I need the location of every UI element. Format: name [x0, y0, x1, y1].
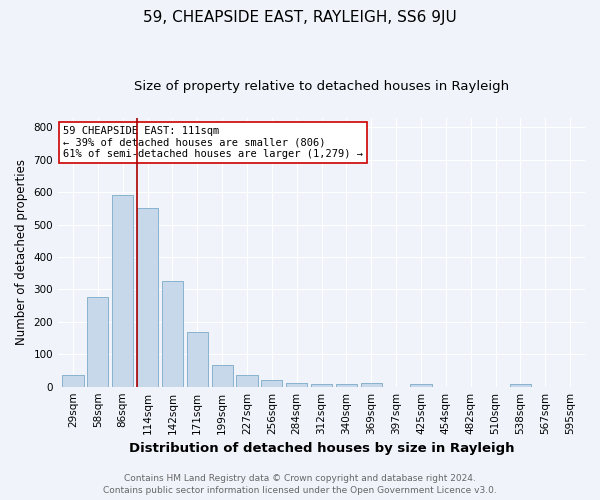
X-axis label: Distribution of detached houses by size in Rayleigh: Distribution of detached houses by size … — [129, 442, 514, 455]
Y-axis label: Number of detached properties: Number of detached properties — [15, 159, 28, 345]
Bar — [336, 384, 357, 386]
Bar — [286, 384, 307, 386]
Bar — [187, 332, 208, 386]
Title: Size of property relative to detached houses in Rayleigh: Size of property relative to detached ho… — [134, 80, 509, 93]
Bar — [236, 375, 257, 386]
Bar — [137, 208, 158, 386]
Bar — [87, 296, 109, 386]
Text: 59 CHEAPSIDE EAST: 111sqm
← 39% of detached houses are smaller (806)
61% of semi: 59 CHEAPSIDE EAST: 111sqm ← 39% of detac… — [64, 126, 364, 159]
Bar — [162, 282, 183, 387]
Bar — [261, 380, 283, 386]
Bar — [510, 384, 531, 386]
Bar — [361, 384, 382, 386]
Bar — [311, 384, 332, 386]
Bar — [410, 384, 431, 386]
Text: Contains HM Land Registry data © Crown copyright and database right 2024.
Contai: Contains HM Land Registry data © Crown c… — [103, 474, 497, 495]
Bar — [112, 195, 133, 386]
Text: 59, CHEAPSIDE EAST, RAYLEIGH, SS6 9JU: 59, CHEAPSIDE EAST, RAYLEIGH, SS6 9JU — [143, 10, 457, 25]
Bar — [212, 366, 233, 386]
Bar — [62, 375, 83, 386]
